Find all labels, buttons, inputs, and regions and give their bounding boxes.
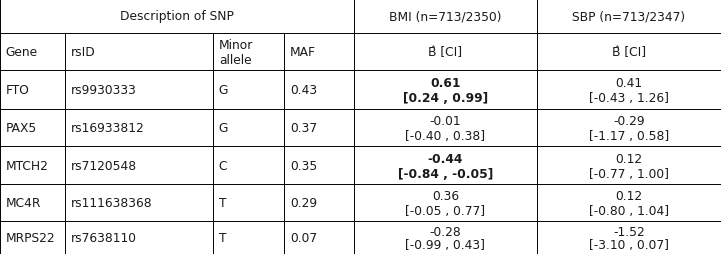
Text: G: G (218, 84, 228, 97)
Text: 0.12: 0.12 (616, 152, 642, 165)
Text: Gene: Gene (6, 46, 38, 59)
Text: [0.24 , 0.99]: [0.24 , 0.99] (403, 92, 488, 105)
Text: rs9930333: rs9930333 (71, 84, 137, 97)
Text: -0.28: -0.28 (430, 225, 461, 238)
Text: 0.29: 0.29 (290, 196, 317, 209)
Text: [-0.77 , 1.00]: [-0.77 , 1.00] (589, 167, 669, 180)
Text: -0.29: -0.29 (613, 115, 645, 128)
Text: Description of SNP: Description of SNP (120, 10, 234, 23)
Text: T: T (218, 196, 226, 209)
Text: 0.43: 0.43 (290, 84, 317, 97)
Text: B̂ [CI]: B̂ [CI] (612, 46, 646, 59)
Text: [-3.10 , 0.07]: [-3.10 , 0.07] (589, 238, 669, 251)
Text: -0.01: -0.01 (430, 115, 461, 128)
Text: [-0.84 , -0.05]: [-0.84 , -0.05] (398, 167, 493, 180)
Text: [-0.99 , 0.43]: [-0.99 , 0.43] (405, 238, 485, 251)
Text: -0.44: -0.44 (428, 152, 463, 165)
Text: 0.61: 0.61 (430, 77, 461, 90)
Text: 0.35: 0.35 (290, 159, 317, 172)
Text: MC4R: MC4R (6, 196, 41, 209)
Text: C: C (218, 159, 227, 172)
Text: PAX5: PAX5 (6, 121, 37, 134)
Text: [-0.43 , 1.26]: [-0.43 , 1.26] (589, 92, 669, 105)
Text: rs16933812: rs16933812 (71, 121, 144, 134)
Text: BMI (n=713/2350): BMI (n=713/2350) (389, 10, 502, 23)
Text: Minor
allele: Minor allele (218, 38, 253, 66)
Text: rs7120548: rs7120548 (71, 159, 137, 172)
Text: 0.37: 0.37 (290, 121, 317, 134)
Text: 0.07: 0.07 (290, 231, 317, 244)
Text: 0.41: 0.41 (616, 77, 642, 90)
Text: FTO: FTO (6, 84, 30, 97)
Text: MRPS22: MRPS22 (6, 231, 56, 244)
Text: rsID: rsID (71, 46, 95, 59)
Text: [-0.05 , 0.77]: [-0.05 , 0.77] (405, 204, 485, 217)
Text: 0.36: 0.36 (432, 189, 459, 202)
Text: [-0.40 , 0.38]: [-0.40 , 0.38] (405, 130, 485, 142)
Text: MTCH2: MTCH2 (6, 159, 48, 172)
Text: MAF: MAF (290, 46, 316, 59)
Text: 0.12: 0.12 (616, 189, 642, 202)
Text: T: T (218, 231, 226, 244)
Text: B̂ [CI]: B̂ [CI] (428, 46, 463, 59)
Text: SBP (n=713/2347): SBP (n=713/2347) (572, 10, 686, 23)
Text: G: G (218, 121, 228, 134)
Text: rs7638110: rs7638110 (71, 231, 137, 244)
Text: rs111638368: rs111638368 (71, 196, 152, 209)
Text: -1.52: -1.52 (613, 225, 645, 238)
Text: [-1.17 , 0.58]: [-1.17 , 0.58] (589, 130, 669, 142)
Text: [-0.80 , 1.04]: [-0.80 , 1.04] (589, 204, 669, 217)
